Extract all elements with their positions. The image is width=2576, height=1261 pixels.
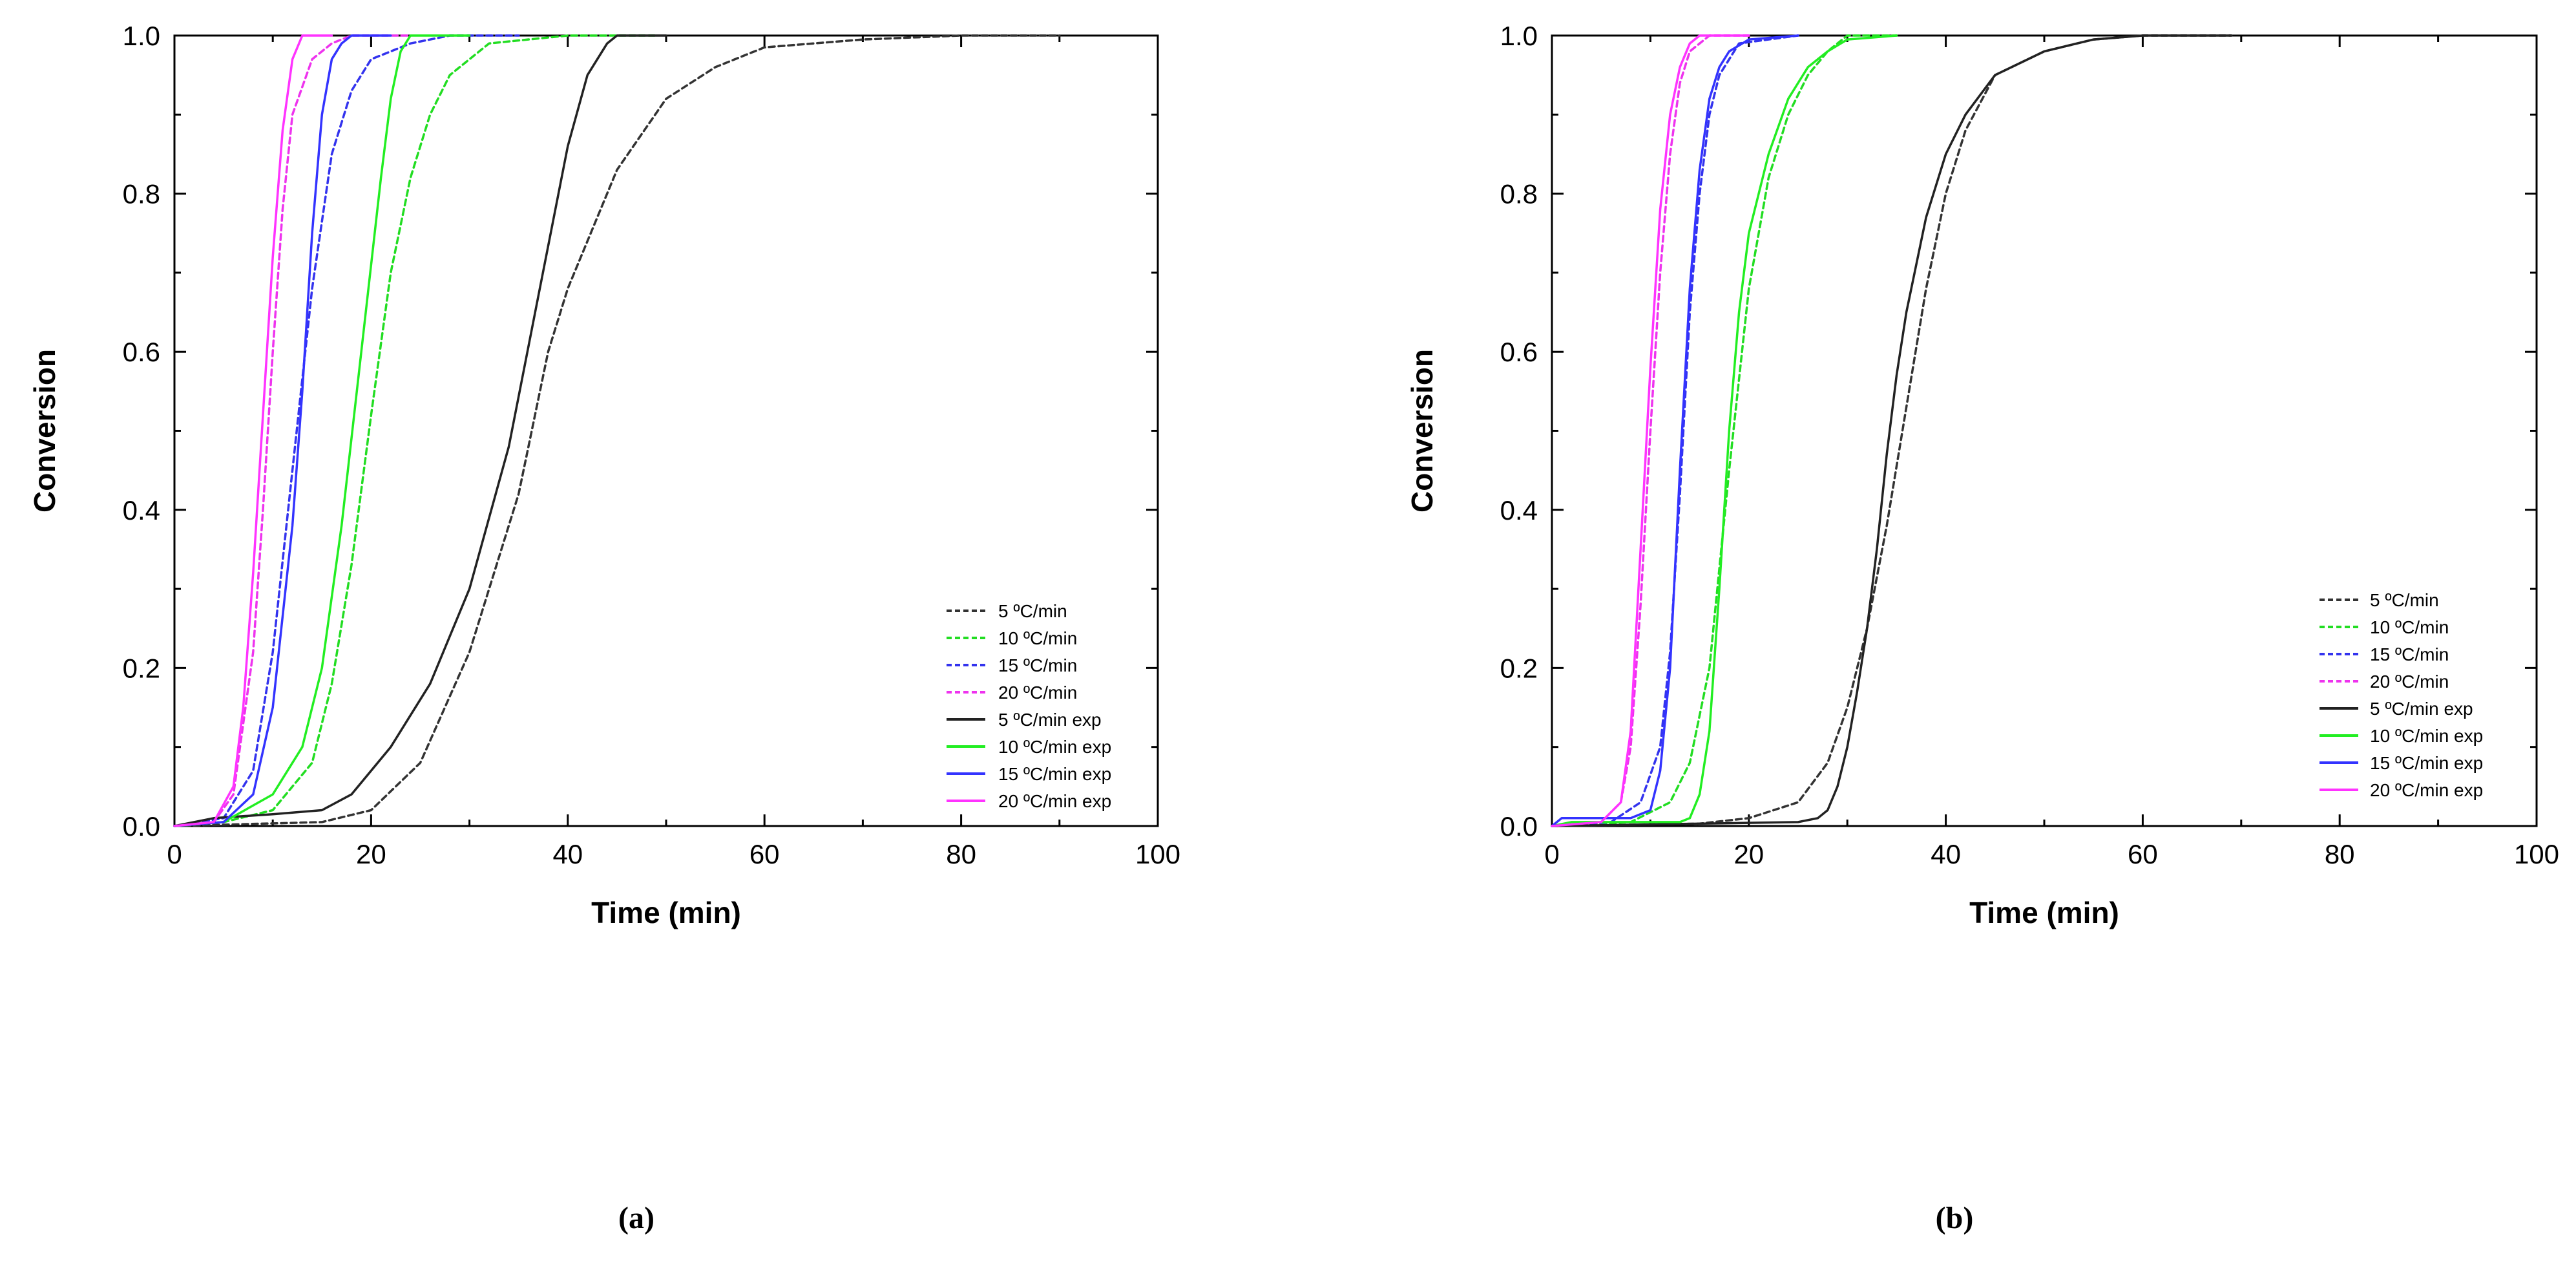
series-line-8	[1551, 34, 1750, 827]
legend-label: 5 ºC/min	[998, 601, 1067, 621]
y-axis-title: Conversion	[28, 349, 61, 513]
legend: 5 ºC/min 10 ºC/min 15 ºC/min 20 ºC/min 5 ºC/…	[947, 601, 1111, 811]
legend-label: 15 ºC/min exp	[998, 764, 1111, 784]
series-line-3	[1551, 34, 1799, 827]
series-line-5	[173, 34, 667, 827]
series-line-8	[173, 34, 333, 827]
x-tick-label: 100	[2514, 839, 2559, 869]
plot-frame	[173, 34, 1159, 827]
y-tick-label: 0.4	[123, 495, 160, 525]
x-tick-label: 100	[1135, 839, 1180, 869]
x-tick-label: 80	[946, 839, 976, 869]
x-tick-label: 60	[2128, 839, 2158, 869]
y-tick-label: 0.8	[1500, 179, 1538, 209]
x-tick-label: 40	[552, 839, 583, 869]
x-tick-label: 80	[2325, 839, 2355, 869]
legend-label: 10 ºC/min exp	[998, 737, 1111, 757]
y-tick-label: 0.4	[1500, 495, 1538, 525]
y-tick-label: 0.0	[1500, 811, 1538, 842]
x-tick-label: 20	[1733, 839, 1764, 869]
legend-label: 10 ºC/min	[2370, 617, 2449, 637]
legend-label: 10 ºC/min exp	[2370, 726, 2483, 746]
panel-label: (b)	[1936, 1201, 1974, 1235]
y-tick-label: 0.6	[1500, 337, 1538, 367]
legend-label: 15 ºC/min	[998, 655, 1077, 675]
legend-label: 5 ºC/min exp	[2370, 699, 2473, 719]
y-tick-label: 0.2	[123, 653, 160, 683]
series-line-7	[173, 34, 392, 827]
panel-label: (a)	[618, 1201, 654, 1235]
x-tick-label: 20	[356, 839, 386, 869]
x-tick-label: 40	[1931, 839, 1961, 869]
series-line-4	[1551, 34, 1750, 827]
legend-label: 10 ºC/min	[998, 628, 1077, 648]
series-line-6	[173, 34, 471, 827]
y-tick-label: 1.0	[123, 21, 160, 51]
legend-label: 20 ºC/min	[998, 683, 1077, 703]
y-tick-label: 0.6	[123, 337, 160, 367]
series-line-2	[1551, 34, 1898, 827]
legend-label: 15 ºC/min exp	[2370, 753, 2483, 773]
series-line-4	[173, 34, 412, 827]
legend-label: 5 ºC/min exp	[998, 710, 1102, 730]
legend-label: 15 ºC/min	[2370, 644, 2449, 664]
x-axis-title: Time (min)	[591, 896, 741, 929]
panel-b: 0 20 40 60 80 100 0.0 0.2 0.4 0.6 0.8 1.0 Time (min)…	[1405, 21, 2559, 1235]
series-line-7	[1551, 34, 1799, 827]
series-line-5	[1551, 34, 2233, 827]
y-tick-label: 0.0	[123, 811, 160, 842]
y-tick-label: 1.0	[1500, 21, 1538, 51]
legend-label: 20 ºC/min exp	[2370, 780, 2483, 800]
legend: 5 ºC/min 10 ºC/min 15 ºC/min 20 ºC/min 5 ºC/…	[2319, 590, 2483, 800]
legend-label: 20 ºC/min exp	[998, 791, 1111, 811]
x-tick-label: 0	[1544, 839, 1559, 869]
y-tick-label: 0.2	[1500, 653, 1538, 683]
legend-label: 20 ºC/min	[2370, 672, 2449, 692]
y-tick-label: 0.8	[123, 179, 160, 209]
series-line-1	[173, 34, 1061, 827]
series-line-2	[173, 34, 658, 827]
legend-label: 5 ºC/min	[2370, 590, 2439, 610]
series-line-1	[1551, 34, 2233, 827]
x-axis-title: Time (min)	[1969, 896, 2119, 929]
series-line-3	[173, 34, 520, 827]
y-axis-title: Conversion	[1405, 349, 1439, 513]
series-line-6	[1551, 34, 1898, 827]
panel-a: 0 20 40 60 80 100 0.0 0.2 0.4 0.6 0.8 1.0 Time (min)…	[28, 21, 1180, 1235]
x-tick-label: 60	[749, 839, 780, 869]
x-tick-label: 0	[167, 839, 182, 869]
